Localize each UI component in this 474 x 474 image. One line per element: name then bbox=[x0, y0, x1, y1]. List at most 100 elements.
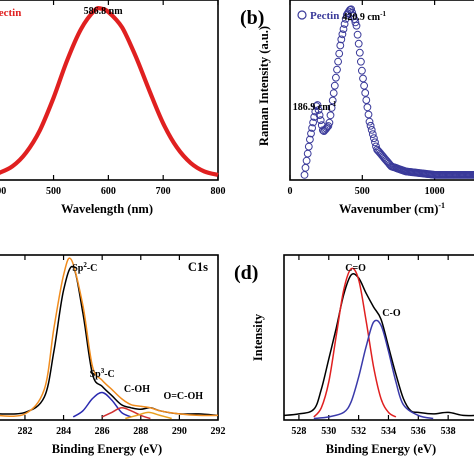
x-tick-label: 500 bbox=[46, 186, 61, 197]
x-axis-label: Binding Energy (eV) bbox=[326, 442, 436, 456]
data-point bbox=[352, 21, 361, 30]
data-point bbox=[313, 101, 322, 109]
data-point bbox=[307, 129, 315, 138]
legend: Pectin bbox=[297, 10, 339, 22]
x-tick-label: 400 bbox=[0, 186, 6, 197]
data-point bbox=[327, 104, 336, 112]
data-point bbox=[330, 81, 339, 90]
series-line bbox=[101, 407, 151, 420]
data-point bbox=[357, 57, 365, 66]
annotation-part: -C bbox=[104, 369, 115, 380]
data-point bbox=[470, 171, 474, 179]
data-point bbox=[338, 30, 347, 39]
chart-title: C1s bbox=[188, 260, 208, 274]
data-point bbox=[329, 89, 338, 97]
plot-frame bbox=[289, 0, 474, 181]
data-point bbox=[325, 118, 334, 127]
data-point bbox=[337, 35, 346, 44]
x-tick-label: 534 bbox=[381, 426, 396, 437]
data-point bbox=[471, 171, 474, 179]
x-tick-label: 800 bbox=[211, 186, 226, 197]
data-point bbox=[301, 163, 310, 172]
annotation-part: -C bbox=[87, 263, 98, 274]
data-point bbox=[370, 134, 378, 143]
peak-annotation: Sp2-C bbox=[72, 261, 97, 274]
plot-frame bbox=[0, 0, 219, 181]
series-line bbox=[72, 391, 132, 418]
x-tick-label: 700 bbox=[156, 186, 171, 197]
x-axis-label: Wavenumber (cm)-1 bbox=[339, 201, 445, 216]
annotation-part: Sp bbox=[90, 369, 102, 380]
chart-panel-1: 400500600700800Wavelength (nm)(a)Pectin5… bbox=[0, 0, 226, 216]
data-point bbox=[367, 125, 376, 134]
peak-annotation: C-O bbox=[382, 308, 401, 319]
data-point bbox=[326, 111, 335, 120]
data-point bbox=[334, 57, 343, 66]
data-point bbox=[368, 130, 377, 139]
series-line bbox=[313, 267, 397, 418]
data-point bbox=[351, 18, 360, 27]
superscript: 3 bbox=[101, 367, 105, 375]
x-tick-label: 282 bbox=[17, 426, 32, 437]
data-point bbox=[308, 124, 317, 132]
legend-label: Pectin bbox=[310, 10, 339, 22]
peak-annotation: 186.9 cm-1 bbox=[293, 100, 337, 113]
annotation-part: Sp bbox=[72, 263, 84, 274]
data-point bbox=[372, 142, 380, 151]
data-point bbox=[306, 135, 314, 144]
superscript: -1 bbox=[331, 100, 337, 108]
x-tick-label: 530 bbox=[321, 426, 336, 437]
data-point bbox=[328, 96, 337, 105]
panel-letter: (b) bbox=[240, 7, 264, 29]
data-point bbox=[332, 73, 340, 82]
data-point bbox=[359, 74, 367, 83]
data-point bbox=[365, 117, 374, 126]
data-point bbox=[310, 113, 319, 121]
x-tick-label: 528 bbox=[291, 426, 306, 437]
data-point bbox=[353, 30, 362, 39]
data-point bbox=[322, 124, 331, 133]
peak-label: 586.8 nm bbox=[84, 6, 124, 17]
peak-annotation: O=C-OH bbox=[163, 391, 203, 402]
annotation-part: 420.9 cm bbox=[342, 12, 380, 23]
x-tick-label: 286 bbox=[95, 426, 110, 437]
data-point bbox=[345, 7, 353, 16]
data-point bbox=[354, 39, 363, 48]
data-point bbox=[315, 111, 324, 119]
legend: Pectin bbox=[0, 7, 21, 19]
data-point bbox=[371, 138, 379, 147]
legend-label: Pectin bbox=[0, 7, 21, 19]
peak-annotation: C-OH bbox=[124, 384, 150, 395]
data-point bbox=[355, 48, 364, 57]
data-point bbox=[304, 142, 313, 151]
x-tick-label: 538 bbox=[441, 426, 456, 437]
superscript: -1 bbox=[438, 201, 445, 210]
x-tick-label: 1000 bbox=[425, 186, 445, 197]
data-point bbox=[366, 121, 375, 130]
chart-panel-2: 0 500 1000 Wavenumber (cm)-1 Raman Intensity… bbox=[240, 0, 474, 216]
x-tick-label: 0 bbox=[288, 186, 293, 197]
panel-letter: (d) bbox=[234, 262, 258, 284]
legend-marker bbox=[297, 10, 307, 20]
data-point bbox=[312, 102, 321, 110]
x-tick-label: 536 bbox=[411, 426, 426, 437]
y-axis-label: Raman Intensity (a.u.) bbox=[257, 26, 271, 146]
x-tick-label: 284 bbox=[56, 426, 71, 437]
x-axis-label: Binding Energy (eV) bbox=[52, 442, 162, 456]
data-point bbox=[300, 171, 309, 179]
plot-frame bbox=[283, 254, 474, 421]
data-point bbox=[336, 41, 345, 50]
annotation-part: 186.9 cm bbox=[293, 102, 331, 113]
data-point bbox=[333, 65, 341, 74]
series-line bbox=[0, 257, 219, 417]
data-point bbox=[314, 106, 323, 114]
x-tick-label: 292 bbox=[211, 426, 226, 437]
data-point bbox=[364, 110, 373, 119]
data-point bbox=[324, 122, 333, 130]
plot-frame bbox=[0, 254, 219, 421]
x-tick-label: 290 bbox=[172, 426, 187, 437]
data-point bbox=[323, 123, 332, 132]
data-point bbox=[358, 66, 366, 75]
data-point bbox=[363, 103, 372, 112]
